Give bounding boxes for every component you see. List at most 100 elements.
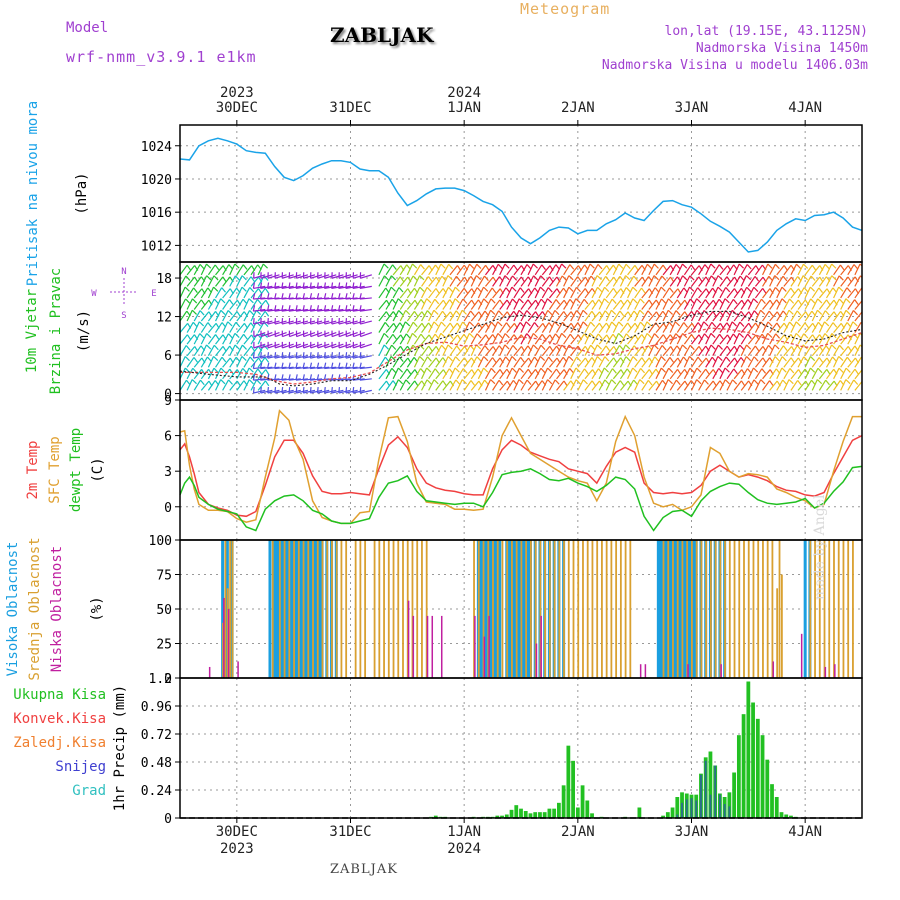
wind-barb xyxy=(655,367,662,380)
wind-barb-flag xyxy=(266,362,270,369)
wind-barb xyxy=(485,346,494,357)
wind-barb xyxy=(385,298,393,310)
wind-barb-flag xyxy=(532,263,538,269)
wind-barb xyxy=(317,366,330,370)
wind-barb xyxy=(180,264,188,276)
wind-barb-flag xyxy=(711,321,717,328)
precip-total-bar xyxy=(708,751,713,818)
wind-barb-flag xyxy=(288,305,291,312)
wind-barb-flag xyxy=(412,332,418,338)
wind-barb xyxy=(288,378,301,381)
wind-barb xyxy=(310,285,323,289)
wind-barb xyxy=(804,379,813,391)
wind-barb xyxy=(612,357,622,368)
precip-total-bar xyxy=(784,814,789,818)
wind-barb xyxy=(655,356,662,368)
wind-barb xyxy=(577,309,584,322)
cloud-high-bar xyxy=(668,540,672,678)
precip-total-bar xyxy=(504,814,509,818)
wind-barb-flag xyxy=(662,334,668,341)
wind-barb-flag xyxy=(654,287,660,293)
wind-barb xyxy=(577,264,586,276)
wind-barb-flag xyxy=(796,263,802,269)
wind-barb xyxy=(605,264,614,276)
wind-barb xyxy=(776,265,785,276)
wind-barb xyxy=(690,310,698,322)
wind-barb xyxy=(260,308,273,312)
wind-barb-flag xyxy=(803,263,809,269)
y-tick-label-precip: 0 xyxy=(164,812,172,827)
wind-barb-flag xyxy=(398,310,404,316)
wind-barb xyxy=(811,276,821,287)
wind-barb xyxy=(769,311,778,322)
wind-barb-flag xyxy=(338,282,341,289)
wind-barb xyxy=(470,356,478,368)
wind-barb-flag xyxy=(554,379,560,385)
wind-barb xyxy=(584,380,593,391)
wind-barb xyxy=(790,345,798,357)
wind-barb xyxy=(754,309,762,322)
wind-barb-flag xyxy=(248,298,254,304)
wind-barb-flag xyxy=(704,299,710,305)
precip-total-bar xyxy=(779,812,784,818)
wind-barb-flag xyxy=(753,286,759,293)
wind-barb-flag xyxy=(781,286,787,292)
wind-barb-flag xyxy=(676,299,682,306)
wind-barb xyxy=(236,275,243,287)
wind-barb xyxy=(506,264,515,276)
wind-barb-flag xyxy=(184,286,190,292)
cloud-high-bar xyxy=(289,540,293,678)
wind-barb xyxy=(818,264,826,276)
wind-barb xyxy=(345,378,358,381)
wind-barb xyxy=(762,288,771,299)
wind-barb xyxy=(222,288,231,299)
wind-barb xyxy=(193,299,202,310)
wind-barb xyxy=(193,310,201,322)
wind-barb xyxy=(520,288,530,299)
wind-barb-flag xyxy=(859,263,862,267)
wind-barb xyxy=(449,265,458,276)
wind-barb xyxy=(662,379,669,391)
wind-barb xyxy=(655,310,664,322)
wind-barb xyxy=(833,310,842,322)
cloud-high-bar xyxy=(299,540,303,678)
wind-barb xyxy=(200,299,210,310)
wind-barb xyxy=(243,276,252,287)
wind-barb xyxy=(662,287,671,299)
wind-barb-flag xyxy=(660,286,666,292)
wind-barb-flag xyxy=(597,264,603,270)
wind-barb xyxy=(761,333,769,345)
wind-barb xyxy=(676,356,684,368)
wind-barb xyxy=(250,379,258,391)
cloud-mid-bar xyxy=(335,540,338,678)
wind-barb xyxy=(180,334,188,345)
wind-barb xyxy=(825,356,834,368)
wind-barb xyxy=(180,275,187,287)
wind-barb xyxy=(353,343,365,349)
model-elevation-label: Nadmorska Visina u modelu 1406.03m xyxy=(601,58,868,73)
wind-barb-flag xyxy=(675,264,681,270)
wind-barb xyxy=(420,367,428,380)
wind-barb xyxy=(260,389,273,394)
wind-barb xyxy=(556,369,565,380)
wind-barb xyxy=(392,322,401,333)
wind-barb xyxy=(207,311,216,322)
wind-barb xyxy=(229,299,238,310)
wind-barb-flag xyxy=(391,344,397,350)
wind-barb xyxy=(790,369,799,380)
wind-barb xyxy=(541,345,551,357)
wind-barb-flag xyxy=(398,356,404,363)
wind-barb xyxy=(719,310,727,322)
wind-barb xyxy=(303,343,316,349)
wind-barb-flag xyxy=(471,299,476,306)
wind-barb xyxy=(257,380,266,391)
cloud-high-bar xyxy=(304,540,308,678)
top-day-label: 31DEC xyxy=(329,100,371,116)
wind-barb-flag xyxy=(618,332,624,338)
cloud-low-bar xyxy=(535,643,538,678)
wind-barb xyxy=(378,333,385,345)
wind-barb xyxy=(818,333,826,345)
wind-barb-flag xyxy=(612,368,617,374)
wind-barb-flag xyxy=(641,287,646,294)
cloud-mid-bar xyxy=(582,540,584,678)
